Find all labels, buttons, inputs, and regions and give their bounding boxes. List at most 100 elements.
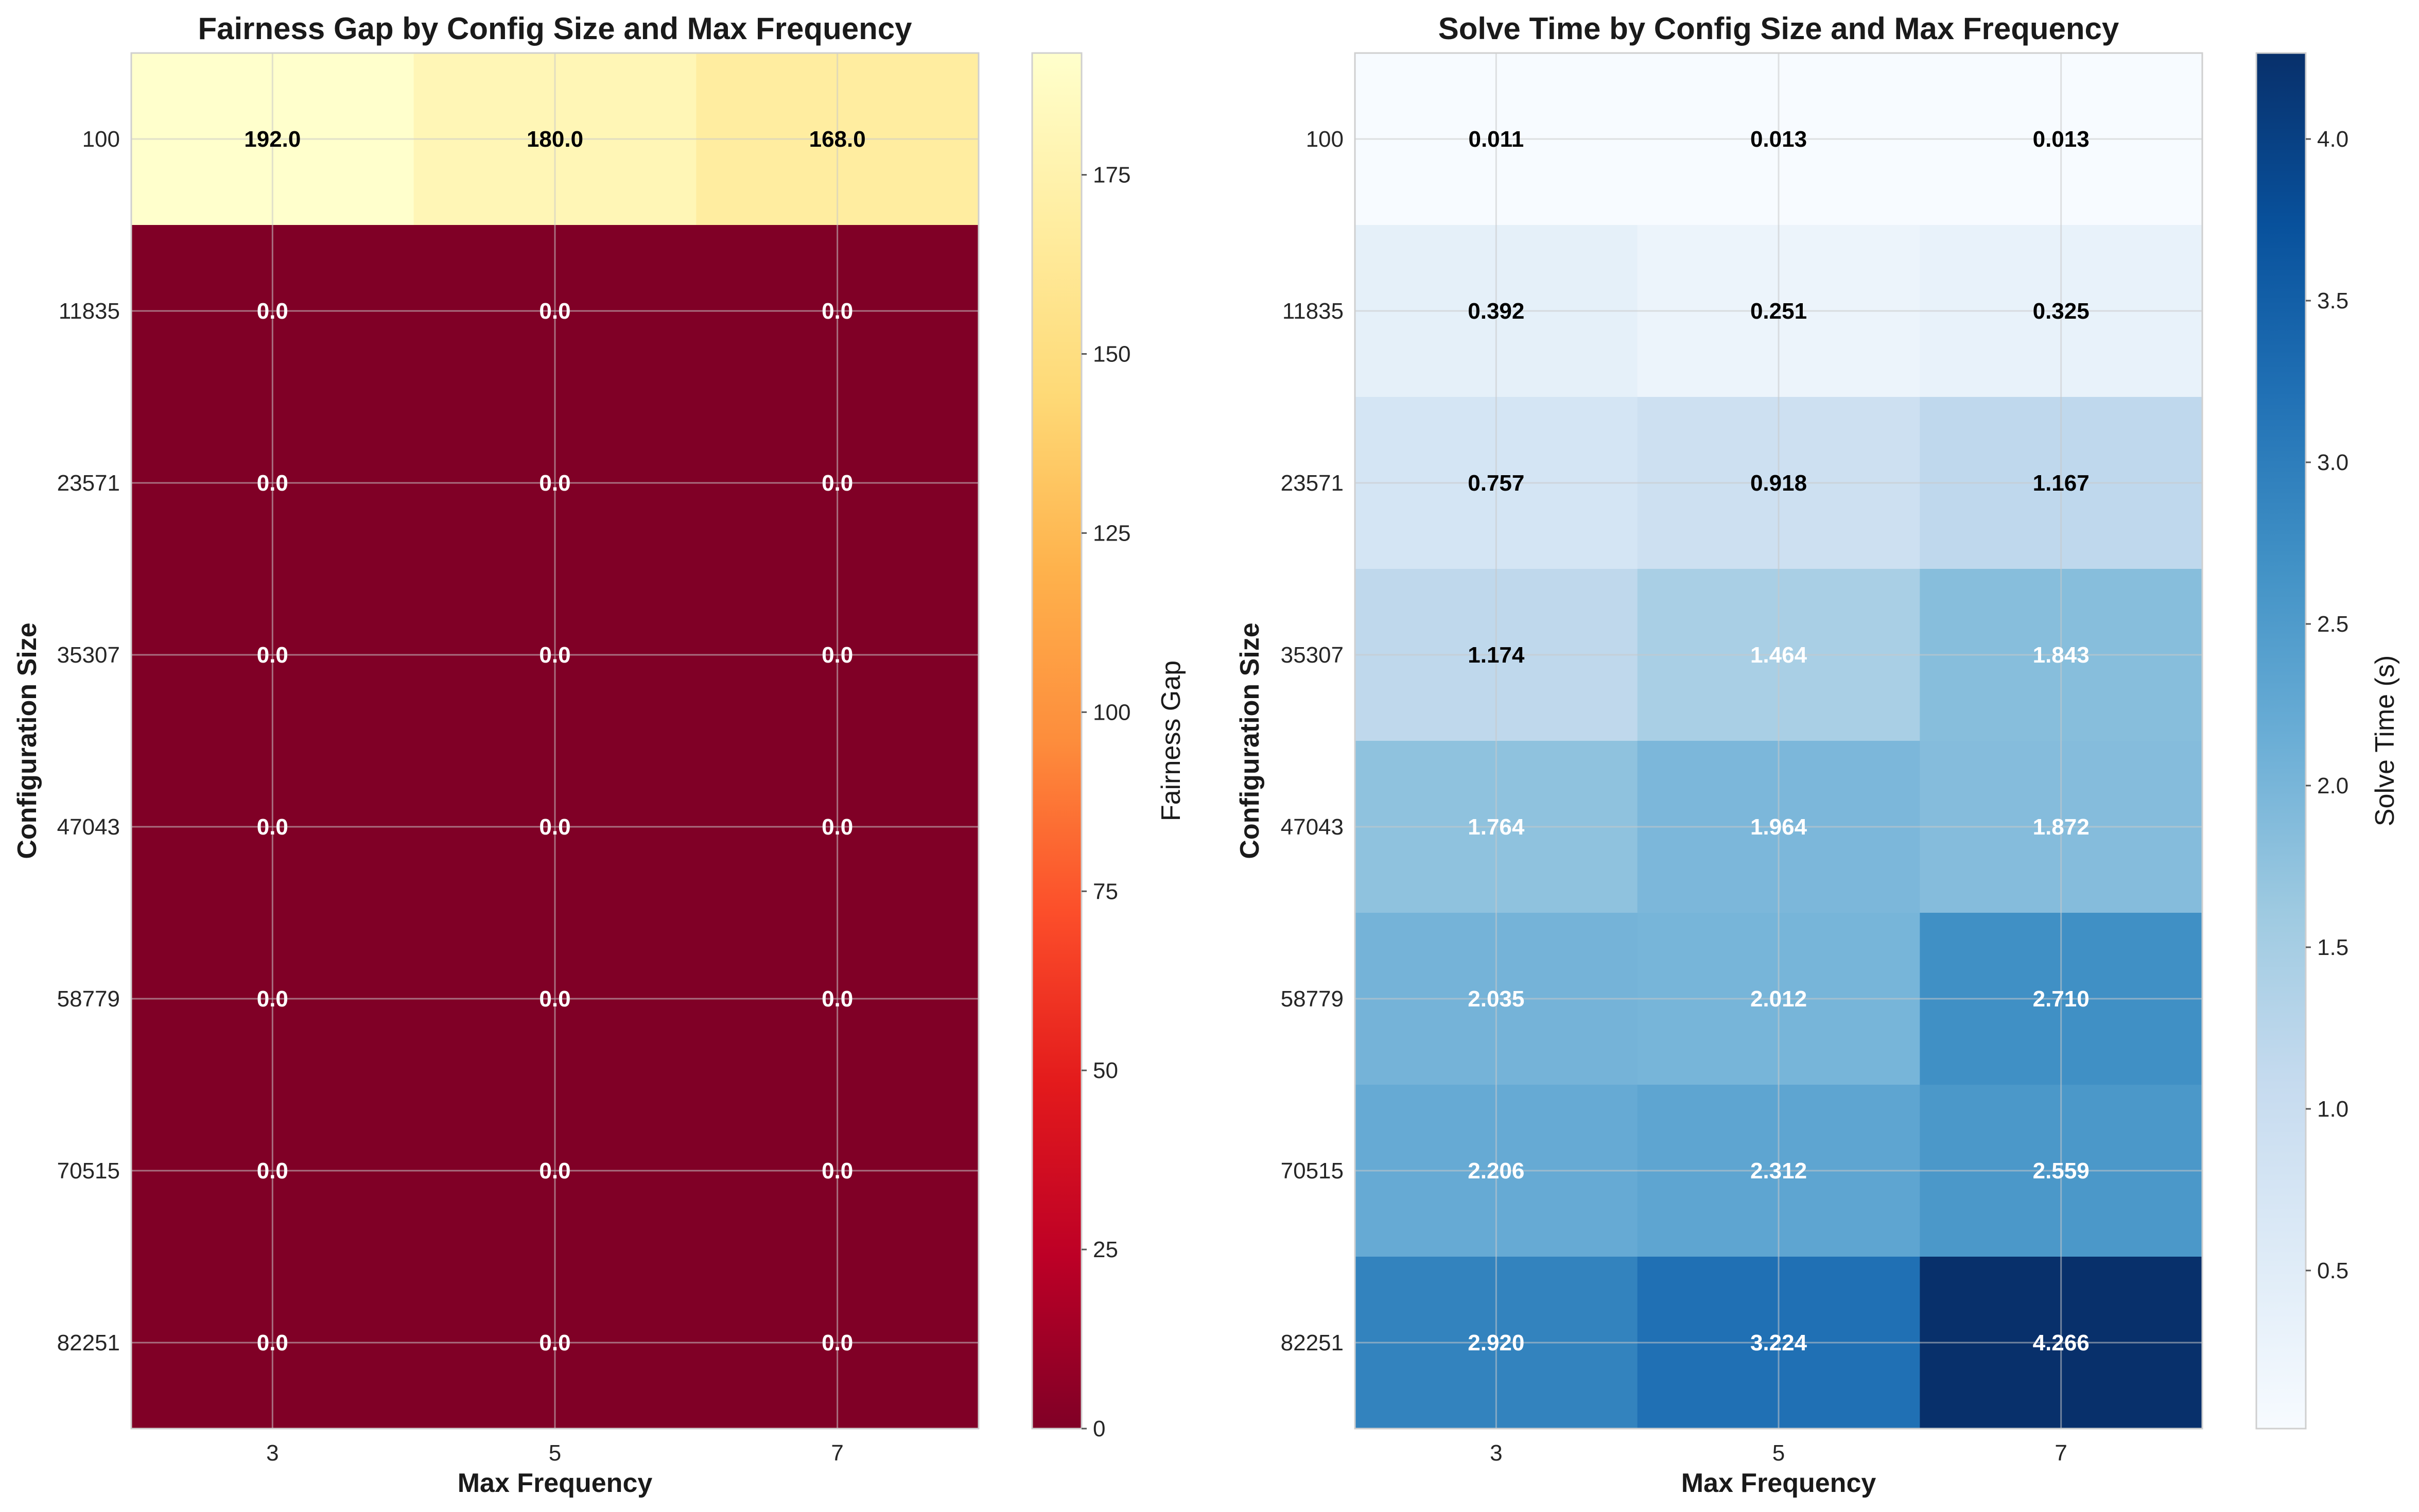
solve-time-colorbar-ticks: 0.5 1.0 1.5 2.0 2.5 3.0 3.5 4.0 bbox=[2306, 127, 2348, 1283]
solve-time-value-label-r7-c2: 4.266 bbox=[2033, 1330, 2090, 1355]
solve-time-value-label-r2-c0: 0.757 bbox=[1468, 471, 1524, 496]
fairness-gap-y-ticks: 100 11835 23571 35307 47043 58779 70515 82251 bbox=[57, 127, 120, 1355]
solve-time-x-tick-label-2: 7 bbox=[2055, 1440, 2067, 1466]
fairness-gap-value-label-r0-c1: 180.0 bbox=[527, 127, 583, 152]
solve-time-y-tick-label-5: 58779 bbox=[1281, 986, 1344, 1012]
fairness-gap-value-label-r7-c1: 0.0 bbox=[539, 1330, 570, 1355]
solve-time-value-label-r2-c1: 0.918 bbox=[1750, 471, 1807, 496]
solve-time-value-label-r1-c1: 0.251 bbox=[1750, 299, 1807, 324]
fairness-gap-value-label-r5-c0: 0.0 bbox=[257, 986, 288, 1012]
fairness-gap-colorbar-tick-label-4: 100 bbox=[1093, 700, 1130, 725]
solve-time-gridlines bbox=[1355, 53, 2202, 1429]
fairness-gap-colorbar-tick-label-6: 150 bbox=[1093, 342, 1130, 367]
fairness-gap-value-label-r4-c2: 0.0 bbox=[822, 814, 853, 840]
fairness-gap-colorbar-label: Fairness Gap bbox=[1156, 661, 1186, 821]
fairness-gap-value-label-r6-c1: 0.0 bbox=[539, 1158, 570, 1184]
fairness-gap-value-label-r6-c0: 0.0 bbox=[257, 1158, 288, 1184]
fairness-gap-colorbar-tick-label-1: 25 bbox=[1093, 1237, 1118, 1262]
fairness-gap-chart-title: Fairness Gap by Config Size and Max Freq… bbox=[198, 11, 912, 46]
solve-time-value-label-r6-c1: 2.312 bbox=[1750, 1158, 1807, 1184]
solve-time-y-tick-label-2: 23571 bbox=[1281, 471, 1344, 496]
solve-time-heatmap-panel: Solve Time by Config Size and Max Freque… bbox=[1235, 11, 2400, 1498]
fairness-gap-value-label-r4-c0: 0.0 bbox=[257, 814, 288, 840]
solve-time-value-label-r5-c2: 2.710 bbox=[2033, 986, 2090, 1012]
fairness-gap-plot-frame bbox=[130, 52, 980, 1430]
solve-time-colorbar-tick-label-5: 3.0 bbox=[2317, 450, 2348, 475]
fairness-gap-y-axis-label: Configuration Size bbox=[12, 622, 42, 859]
solve-time-y-tick-label-3: 35307 bbox=[1281, 642, 1344, 668]
fairness-gap-gridlines bbox=[131, 53, 979, 1429]
fairness-gap-value-label-r1-c1: 0.0 bbox=[539, 299, 570, 324]
fairness-gap-value-label-r3-c2: 0.0 bbox=[822, 642, 853, 668]
solve-time-colorbar-tick-label-3: 2.0 bbox=[2317, 773, 2348, 798]
solve-time-value-label-r4-c1: 1.964 bbox=[1750, 814, 1807, 840]
solve-time-colorbar-tick-label-4: 2.5 bbox=[2317, 612, 2348, 637]
fairness-gap-y-tick-label-0: 100 bbox=[82, 127, 120, 152]
solve-time-value-label-r1-c0: 0.392 bbox=[1468, 299, 1524, 324]
solve-time-value-label-r4-c0: 1.764 bbox=[1468, 814, 1525, 840]
fairness-gap-value-label-r5-c2: 0.0 bbox=[822, 986, 853, 1012]
solve-time-x-tick-label-1: 5 bbox=[1772, 1440, 1785, 1466]
fairness-gap-heatmap-panel: Fairness Gap by Config Size and Max Freq… bbox=[12, 11, 1186, 1498]
solve-time-value-label-r3-c2: 1.843 bbox=[2033, 642, 2090, 668]
solve-time-x-tick-label-0: 3 bbox=[1490, 1440, 1502, 1466]
solve-time-value-label-r7-c0: 2.920 bbox=[1468, 1330, 1524, 1355]
fairness-gap-y-tick-label-5: 58779 bbox=[57, 986, 120, 1012]
solve-time-plot-frame bbox=[1354, 52, 2203, 1430]
fairness-gap-colorbar-tick-label-5: 125 bbox=[1093, 520, 1130, 546]
solve-time-value-label-r0-c1: 0.013 bbox=[1750, 127, 1807, 152]
fairness-gap-y-tick-label-4: 47043 bbox=[57, 814, 120, 840]
fairness-gap-value-label-r2-c0: 0.0 bbox=[257, 471, 288, 496]
fairness-gap-value-label-r3-c1: 0.0 bbox=[539, 642, 570, 668]
solve-time-colorbar-tick-label-2: 1.5 bbox=[2317, 935, 2348, 960]
fairness-gap-x-axis-label: Max Frequency bbox=[458, 1468, 653, 1498]
fairness-gap-value-label-r6-c2: 0.0 bbox=[822, 1158, 853, 1184]
solve-time-value-label-r3-c0: 1.174 bbox=[1468, 642, 1525, 668]
solve-time-colorbar-tick-label-0: 0.5 bbox=[2317, 1258, 2348, 1283]
fairness-gap-value-label-r0-c2: 168.0 bbox=[809, 127, 866, 152]
solve-time-value-label-r3-c1: 1.464 bbox=[1750, 642, 1807, 668]
solve-time-y-axis-label: Configuration Size bbox=[1235, 622, 1265, 859]
fairness-gap-x-tick-label-0: 3 bbox=[266, 1440, 279, 1466]
fairness-gap-value-label-r1-c2: 0.0 bbox=[822, 299, 853, 324]
fairness-gap-x-tick-label-2: 7 bbox=[831, 1440, 843, 1466]
solve-time-value-label-r6-c0: 2.206 bbox=[1468, 1158, 1524, 1184]
solve-time-value-label-r5-c0: 2.035 bbox=[1468, 986, 1524, 1012]
fairness-gap-y-tick-label-1: 11835 bbox=[59, 299, 120, 324]
solve-time-value-label-r5-c1: 2.012 bbox=[1750, 986, 1807, 1012]
fairness-gap-value-label-r5-c1: 0.0 bbox=[539, 986, 570, 1012]
fairness-gap-colorbar-tick-label-2: 50 bbox=[1093, 1058, 1118, 1083]
fairness-gap-colorbar-ticks: 0 25 50 75 100 125 150 175 bbox=[1082, 163, 1130, 1441]
fairness-gap-colorbar-tick-label-0: 0 bbox=[1093, 1416, 1105, 1441]
solve-time-chart-title: Solve Time by Config Size and Max Freque… bbox=[1438, 11, 2119, 46]
solve-time-colorbar bbox=[2255, 52, 2307, 1430]
solve-time-x-axis-label: Max Frequency bbox=[1681, 1468, 1876, 1498]
solve-time-value-label-r0-c2: 0.013 bbox=[2033, 127, 2090, 152]
fairness-gap-value-label-r4-c1: 0.0 bbox=[539, 814, 570, 840]
fairness-gap-colorbar-tick-label-7: 175 bbox=[1093, 163, 1130, 188]
fairness-gap-x-tick-label-1: 5 bbox=[549, 1440, 561, 1466]
solve-time-y-tick-label-0: 100 bbox=[1306, 127, 1344, 152]
fairness-gap-value-label-r7-c0: 0.0 bbox=[257, 1330, 288, 1355]
solve-time-value-label-r2-c2: 1.167 bbox=[2033, 471, 2090, 496]
solve-time-y-ticks: 100 11835 23571 35307 47043 58779 70515 82251 bbox=[1281, 127, 1344, 1355]
solve-time-colorbar-tick-label-1: 1.0 bbox=[2317, 1097, 2348, 1122]
solve-time-value-label-r4-c2: 1.872 bbox=[2033, 814, 2090, 840]
fairness-gap-value-label-r0-c0: 192.0 bbox=[244, 127, 301, 152]
solve-time-colorbar-tick-label-6: 3.5 bbox=[2317, 288, 2348, 314]
fairness-gap-colorbar-tick-label-3: 75 bbox=[1093, 879, 1118, 904]
fairness-gap-value-label-r7-c2: 0.0 bbox=[822, 1330, 853, 1355]
solve-time-colorbar-tick-label-7: 4.0 bbox=[2317, 127, 2348, 152]
solve-time-x-ticks: 3 5 7 bbox=[1490, 1440, 2067, 1466]
fairness-gap-y-tick-label-3: 35307 bbox=[57, 642, 120, 668]
fairness-gap-value-label-r1-c0: 0.0 bbox=[257, 299, 288, 324]
solve-time-y-tick-label-7: 82251 bbox=[1281, 1330, 1344, 1355]
fairness-gap-value-label-r2-c2: 0.0 bbox=[822, 471, 853, 496]
solve-time-cell-labels: 0.011 0.013 0.013 0.392 0.251 0.325 0.757 0.918… bbox=[1468, 127, 2089, 1355]
fairness-gap-y-tick-label-6: 70515 bbox=[57, 1158, 120, 1184]
fairness-gap-x-ticks: 3 5 7 bbox=[266, 1440, 844, 1466]
fairness-gap-value-label-r3-c0: 0.0 bbox=[257, 642, 288, 668]
fairness-gap-colorbar bbox=[1031, 52, 1083, 1430]
fairness-gap-y-tick-label-7: 82251 bbox=[57, 1330, 120, 1355]
